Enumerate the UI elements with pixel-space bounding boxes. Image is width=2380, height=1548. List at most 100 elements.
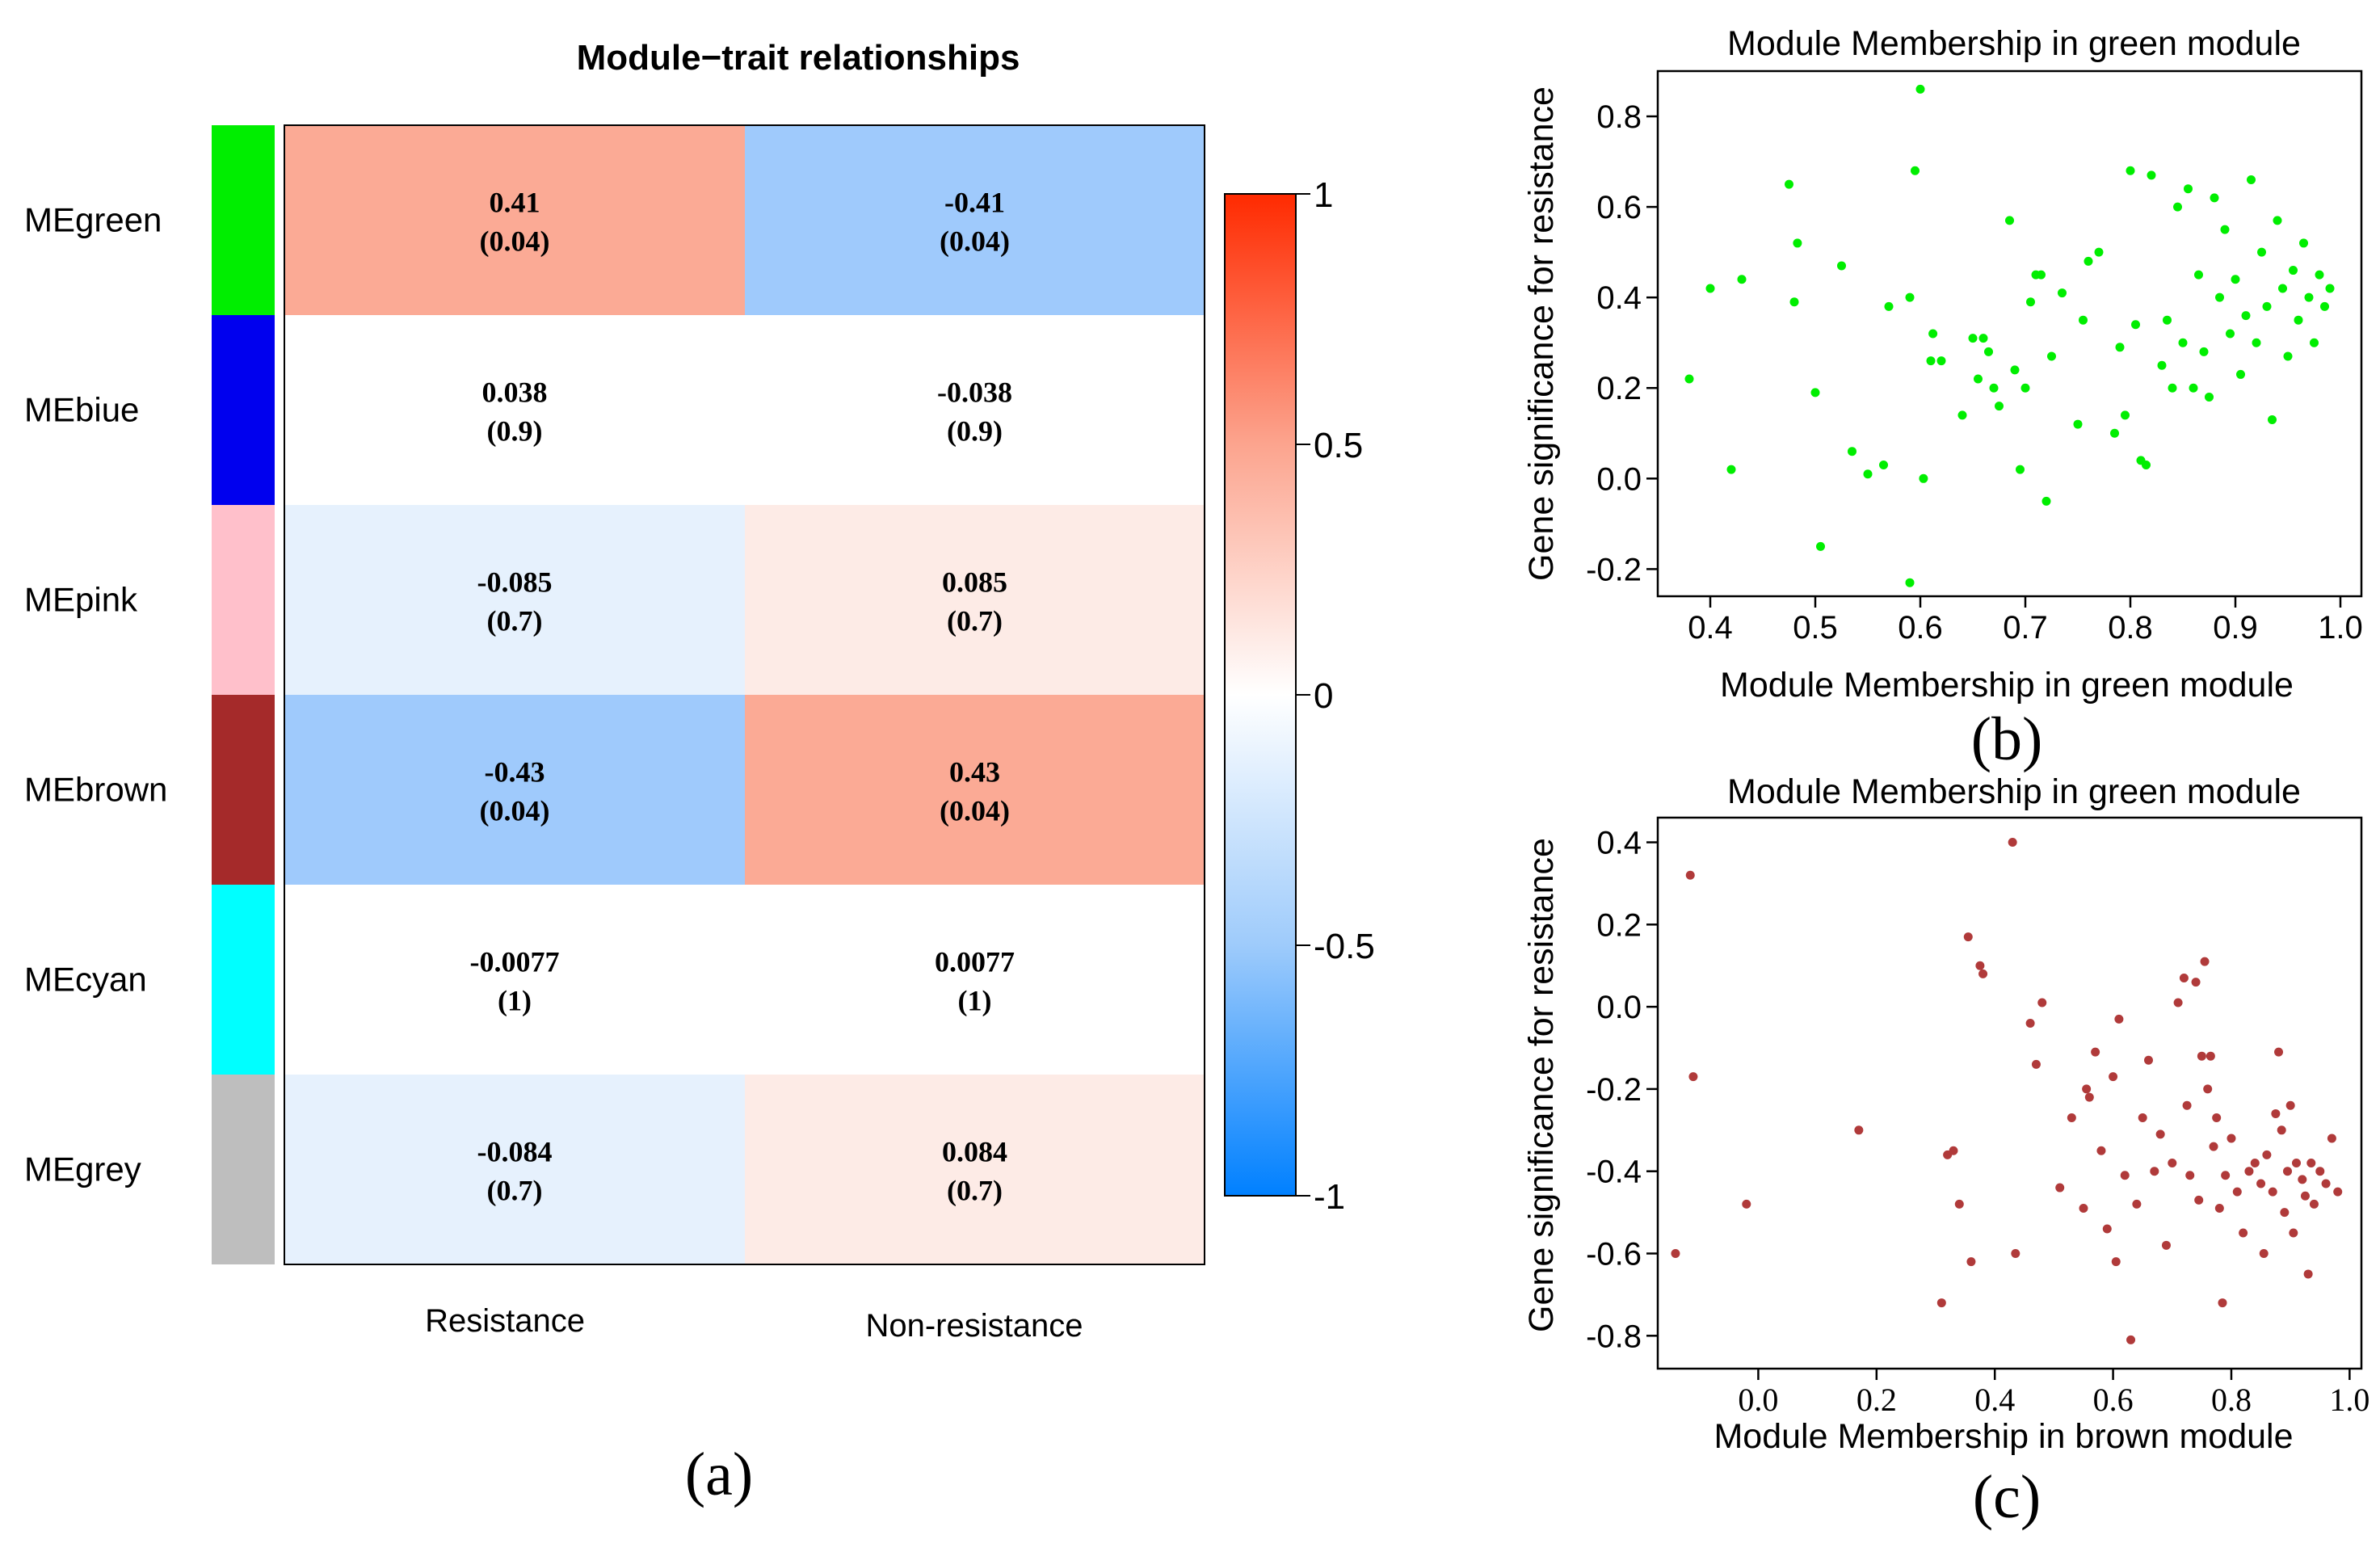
scatter-point (2283, 351, 2293, 361)
scatter-c-frame (1656, 816, 2363, 1370)
heatmap-border (284, 124, 1205, 1265)
cell-pvalue: (0.7) (947, 605, 1003, 637)
heatmap-cell (745, 885, 1205, 1075)
scatter-point (2274, 1047, 2284, 1057)
scatter-point (2278, 284, 2287, 293)
scatter-point (2271, 1108, 2281, 1118)
scatter-point (1926, 356, 1936, 366)
cell-pvalue: (0.04) (480, 795, 550, 827)
scatter-point (2020, 383, 2030, 393)
scatter-point (2126, 166, 2135, 175)
scatter-point (2294, 315, 2303, 325)
scatter-c-title: Module Membership in green module (1727, 772, 2301, 811)
scatter-point (1785, 179, 1793, 189)
row-label-MEpink: MEpink (24, 581, 138, 619)
scatter-point (2280, 1208, 2290, 1218)
scatter-point (2299, 238, 2308, 248)
scatter-point (1789, 297, 1799, 307)
scatter-point (2008, 838, 2017, 848)
heatmap-cell (284, 315, 745, 505)
cell-correlation: 0.41 (490, 187, 540, 219)
scatter-point (1963, 932, 1973, 942)
scatter-c-ylabel: Gene significance for resistance (1522, 838, 1561, 1332)
scatter-point (2182, 1100, 2192, 1110)
scatter-point (2194, 1195, 2204, 1205)
colorbar-tick-label: 0 (1314, 676, 1333, 716)
cell-correlation: 0.0077 (935, 946, 1015, 978)
scatter-point (2132, 1199, 2142, 1209)
scatter-point (2179, 973, 2189, 982)
cell-correlation: -0.43 (485, 756, 545, 789)
scatter-point (1684, 374, 1694, 384)
y-tick-label: -0.6 (1586, 1236, 1642, 1272)
x-tick-label: 0.0 (1738, 1382, 1778, 1418)
heatmap-cell (745, 505, 1205, 695)
scatter-point (2300, 1191, 2310, 1201)
scatter-point (2257, 247, 2266, 257)
y-tick-label: -0.2 (1586, 552, 1642, 587)
x-tick-label: 0.6 (1898, 610, 1943, 646)
x-tick-label: 0.9 (2213, 610, 2258, 646)
scatter-point (2037, 998, 2047, 1007)
scatter-point (1957, 410, 1967, 420)
scatter-point (2262, 301, 2272, 311)
heatmap-cell (745, 315, 1205, 505)
module-color-MEgrey (212, 1075, 275, 1264)
x-tick-label: 0.4 (1688, 610, 1733, 646)
scatter-point (2191, 978, 2201, 987)
scatter-point (1968, 334, 1978, 343)
scatter-point (2173, 202, 2182, 212)
y-tick-label: 0.8 (1596, 99, 1642, 135)
scatter-point (1884, 301, 1894, 311)
scatter-point (2285, 1100, 2295, 1110)
scatter-point (2203, 1084, 2213, 1094)
scatter-point (2150, 1167, 2159, 1176)
scatter-point (2262, 1150, 2272, 1159)
scatter-point (2303, 1269, 2313, 1279)
scatter-point (2157, 360, 2167, 370)
x-tick-label: 0.8 (2108, 610, 2153, 646)
scatter-point (1919, 473, 1928, 483)
scatter-point (2304, 292, 2314, 302)
scatter-point (2131, 320, 2140, 330)
cell-pvalue: (0.9) (487, 415, 543, 448)
scatter-point (1949, 1146, 1958, 1155)
y-tick-label: 0.6 (1596, 190, 1642, 225)
scatter-point (2010, 365, 2020, 375)
scatter-point (2067, 1113, 2076, 1123)
scatter-point (2194, 270, 2203, 280)
scatter-point (2079, 1204, 2088, 1214)
scatter-point (2185, 1171, 2195, 1180)
module-color-MEpink (212, 505, 275, 695)
scatter-point (1905, 578, 1915, 587)
scatter-point (2084, 1092, 2094, 1102)
scatter-point (2226, 329, 2235, 339)
heatmap-cell (745, 125, 1205, 315)
scatter-point (1978, 334, 1988, 343)
cell-pvalue: (1) (958, 985, 992, 1017)
scatter-point (2215, 292, 2224, 302)
scatter-point (2291, 1159, 2301, 1168)
scatter-point (2011, 1248, 2020, 1258)
panel-label-b: (b) (1971, 705, 2043, 773)
y-tick-label: 0.4 (1596, 280, 1642, 316)
heatmap-cell (284, 695, 745, 885)
scatter-point (2241, 311, 2251, 321)
row-label-MEbrown: MEbrown (24, 771, 167, 809)
scatter-point (1936, 356, 1946, 366)
scatter-point (1936, 1298, 1946, 1308)
scatter-panel-green: Module Membership in green module -0.2 0.… (1522, 24, 2363, 773)
scatter-point (2289, 1228, 2298, 1238)
scatter-point (1954, 1199, 1964, 1209)
y-tick-label: 0.4 (1596, 826, 1642, 861)
module-color-MEcyan (212, 885, 275, 1075)
scatter-point (2236, 369, 2245, 379)
scatter-point (2110, 428, 2119, 438)
scatter-point (1793, 238, 1802, 248)
scatter-point (2268, 414, 2277, 424)
scatter-point (1989, 383, 1999, 393)
scatter-point (2212, 1113, 2222, 1123)
scatter-point (2189, 383, 2198, 393)
scatter-point (1837, 261, 1846, 271)
